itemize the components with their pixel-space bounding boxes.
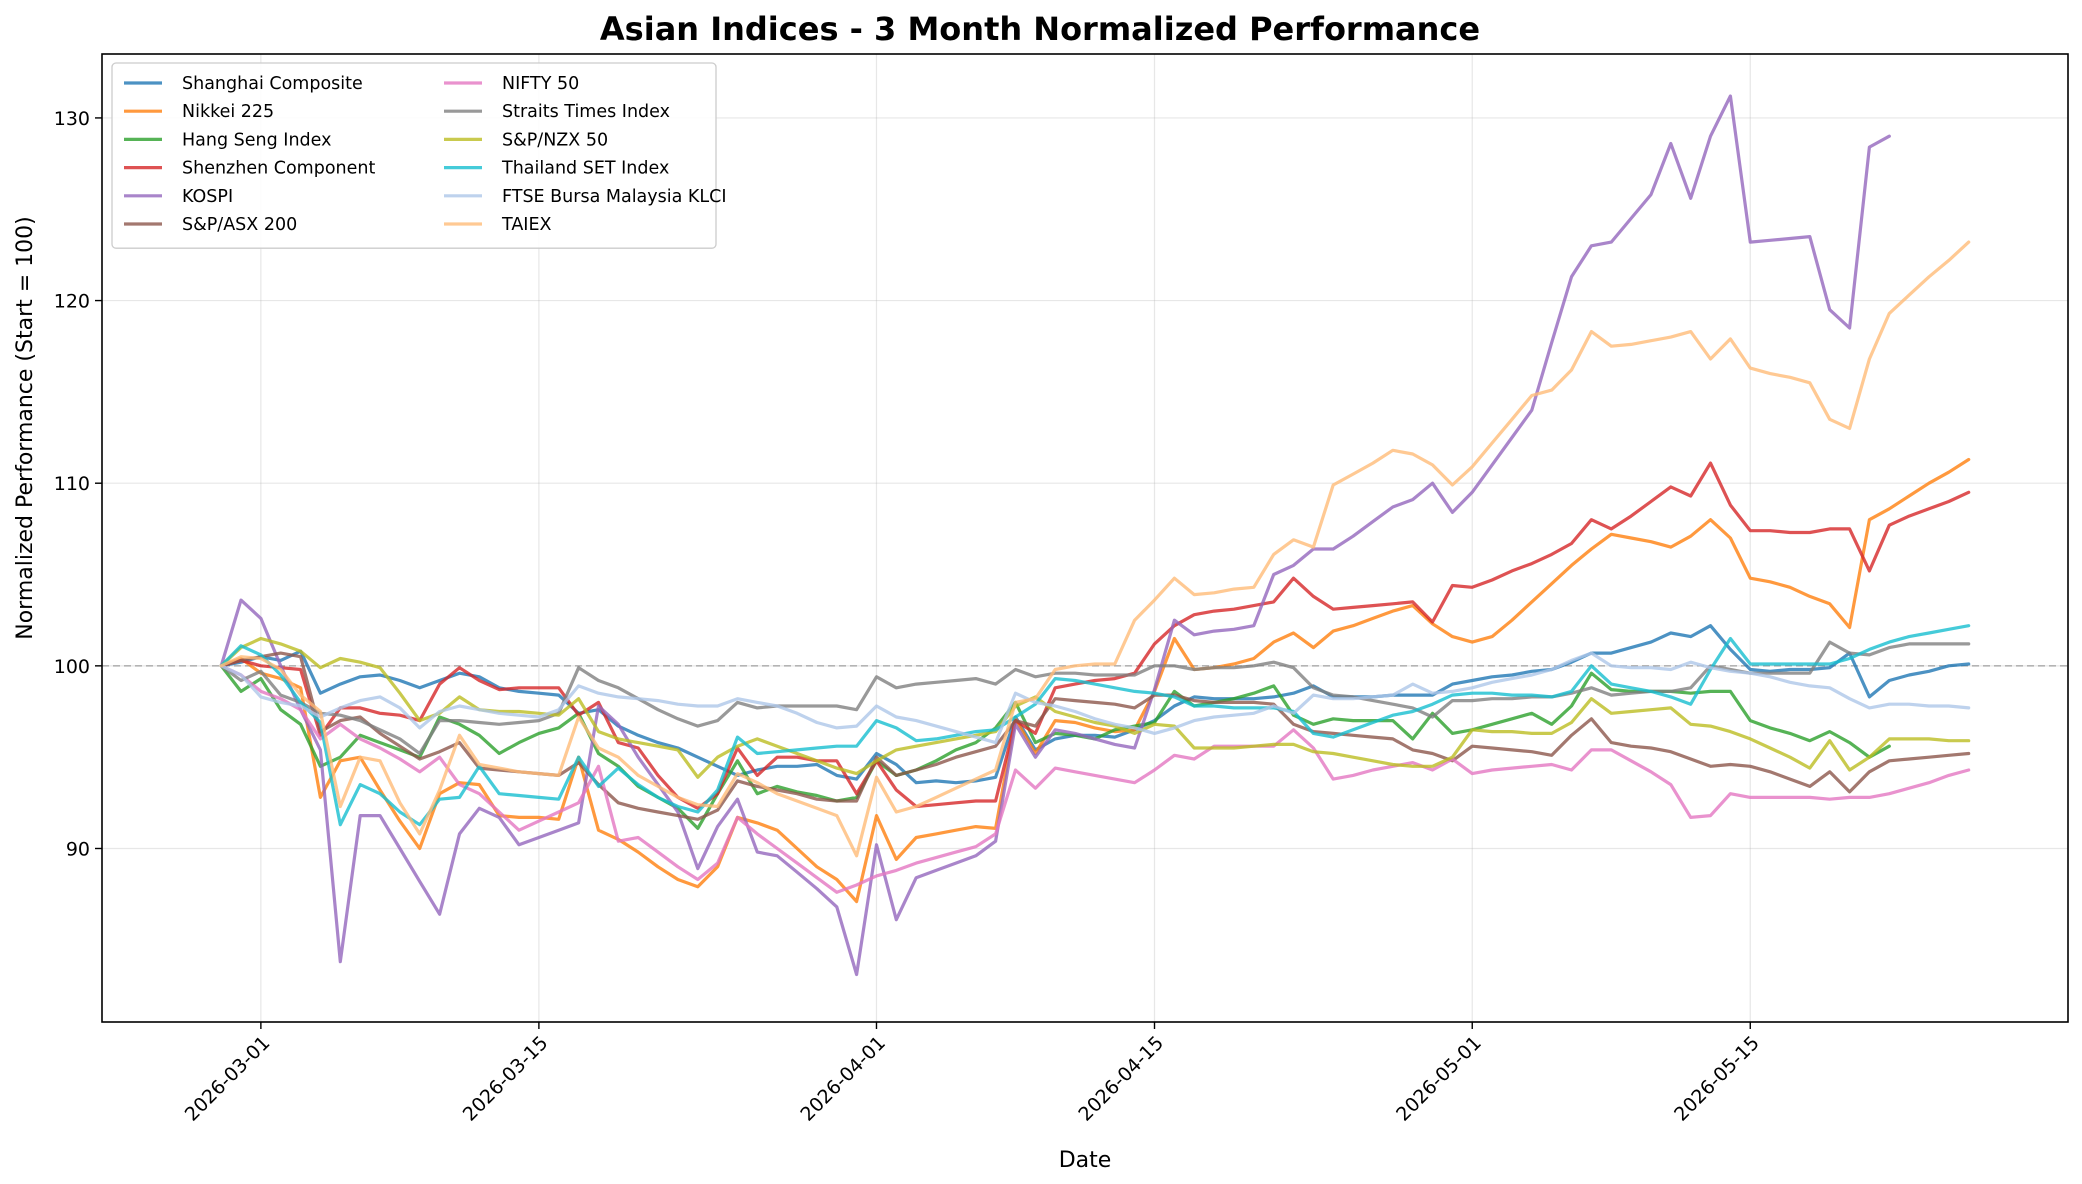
legend-label: Hang Seng Index [182,130,331,150]
legend-label: NIFTY 50 [502,74,579,94]
series-line-s-p-nzx-50 [219,636,1971,779]
y-tick-label: 110 [54,473,90,495]
legend-label: S&P/NZX 50 [502,130,608,150]
legend-box [111,62,717,249]
y-tick-label: 120 [54,291,90,313]
y-axis-label: Normalized Performance (Start = 100) [13,216,38,639]
legend-label: Thailand SET Index [501,159,669,179]
x-axis-label: Date [1059,1148,1112,1173]
series-layer [219,94,1971,977]
y-axis-ticks: 90 100 110 120 130 [54,108,102,860]
series-line-shenzhen-component [219,461,1971,810]
series-line-ftse-bursa-malaysia-klci [219,651,1971,745]
series-line-straits-times-index [219,640,1971,756]
series-line-thailand-set-index [219,624,1971,827]
series-line-nifty-50 [219,664,1971,894]
legend-label: S&P/ASX 200 [182,215,297,235]
plot-area-frame [101,53,2069,1023]
legend-label: Nikkei 225 [182,102,274,122]
legend-label: Shenzhen Component [182,159,375,179]
series-line-kospi [219,94,1891,977]
legend-label: KOSPI [182,187,233,207]
series-line-hang-seng-index [219,664,1891,830]
y-tick-label: 130 [54,108,90,130]
y-tick-label: 90 [66,838,90,860]
series-line-nikkei-225 [219,457,1971,904]
series-line-shanghai-composite [219,624,1971,785]
legend-label: FTSE Bursa Malaysia KLCI [502,187,727,207]
chart-title: Asian Indices - 3 Month Normalized Perfo… [600,10,1480,48]
legend-label: TAIEX [501,215,552,235]
legend: Shanghai Composite Nikkei 225 Hang Seng In… [111,62,727,249]
legend-label: Straits Times Index [502,102,670,122]
y-tick-label: 100 [54,656,90,678]
legend-label: Shanghai Composite [182,74,363,94]
series-line-taiex [219,240,1971,858]
